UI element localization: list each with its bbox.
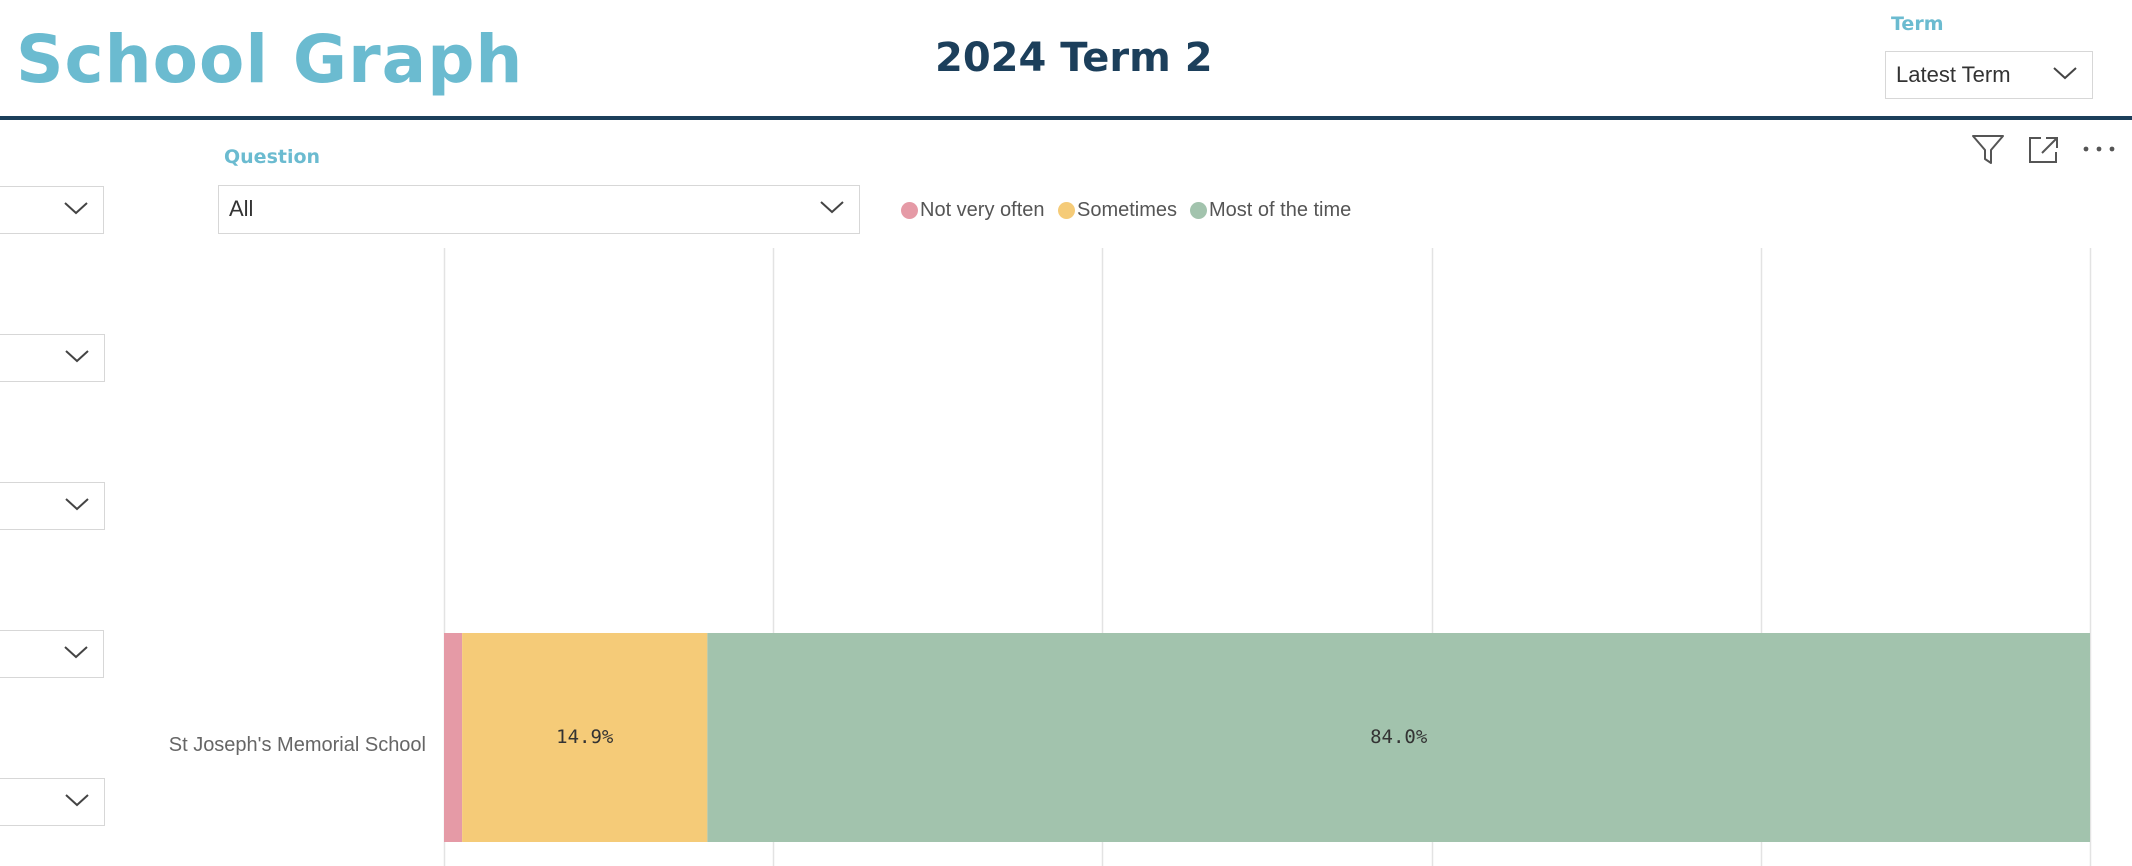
bar-segment-sometimes[interactable] [462, 633, 708, 842]
bar-segment-not-very-often[interactable] [444, 633, 463, 842]
term-filter-label: Term [1891, 13, 1944, 35]
legend-label: Sometimes [1077, 199, 1178, 221]
term-heading: 2024 Term 2 [935, 35, 1213, 81]
focus-mode-icon[interactable] [2027, 134, 2061, 166]
legend-swatch [1190, 202, 1207, 219]
slicer-dropdown-4[interactable] [0, 630, 104, 678]
slicer-dropdown-2[interactable] [0, 334, 105, 382]
more-options-icon[interactable] [2081, 140, 2117, 158]
legend-swatch [1058, 202, 1075, 219]
filter-icon[interactable] [1970, 133, 2006, 167]
slicer-dropdown-5[interactable] [0, 778, 105, 826]
chevron-down-icon [2053, 67, 2077, 80]
chevron-down-icon [65, 794, 89, 807]
legend-label: Not very often [920, 199, 1045, 221]
app-title: School Graph [16, 21, 524, 98]
legend-label: Most of the time [1209, 199, 1352, 221]
chevron-down-icon [64, 646, 88, 659]
chevron-down-icon [65, 350, 89, 363]
chevron-down-icon [64, 202, 88, 215]
question-dropdown[interactable]: All [218, 185, 860, 234]
chevron-down-icon [820, 201, 844, 214]
legend-swatch [901, 202, 918, 219]
category-label: St Joseph's Memorial School [168, 734, 426, 756]
bar-segment-most-of-the-time[interactable] [707, 633, 2090, 842]
question-dropdown-value: All [229, 196, 254, 221]
slicer-dropdown-3[interactable] [0, 482, 105, 530]
term-dropdown-value: Latest Term [1896, 62, 2011, 87]
chevron-down-icon [65, 498, 89, 511]
data-label-1: 14.9% [556, 726, 614, 748]
data-label-2: 84.0% [1370, 726, 1428, 748]
slicer-dropdown-1[interactable] [0, 186, 104, 234]
question-filter-label: Question [224, 146, 321, 168]
header-divider [0, 116, 2132, 120]
term-dropdown[interactable]: Latest Term [1885, 51, 2093, 99]
